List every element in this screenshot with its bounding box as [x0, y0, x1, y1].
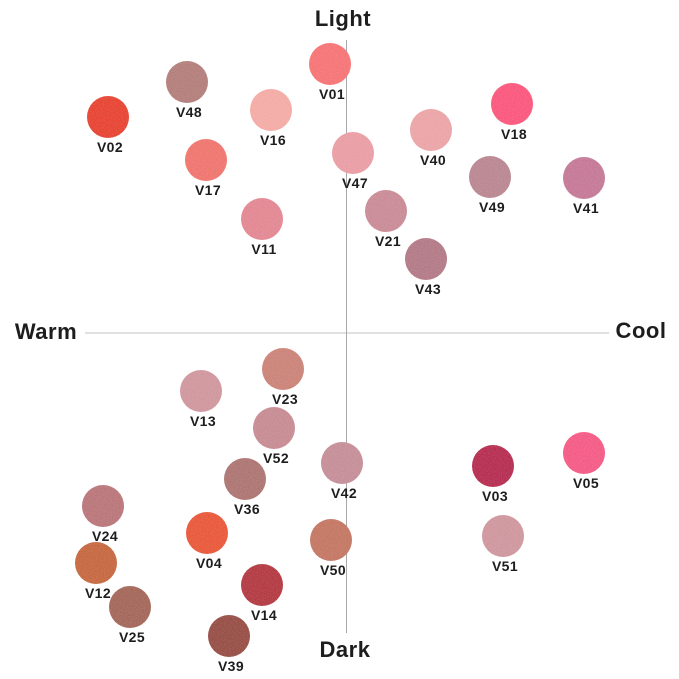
swatch-label-v05: V05 — [572, 475, 600, 491]
swatch-label-v47: V47 — [341, 175, 369, 191]
swatch-label-v03: V03 — [481, 488, 509, 504]
axis-label-light: Light — [314, 6, 372, 31]
swatch-v23 — [262, 348, 304, 390]
axis-label-warm: Warm — [14, 319, 78, 344]
swatch-label-v25: V25 — [118, 629, 146, 645]
swatch-v05 — [563, 432, 605, 474]
swatch-v14 — [241, 564, 283, 606]
swatch-v18 — [491, 83, 533, 125]
swatch-v17 — [185, 139, 227, 181]
swatch-label-v11: V11 — [251, 241, 277, 257]
swatch-label-v21: V21 — [374, 233, 402, 249]
swatch-label-v02: V02 — [96, 139, 124, 155]
swatch-v41 — [563, 157, 605, 199]
swatch-label-v48: V48 — [175, 104, 203, 120]
swatch-v51 — [482, 515, 524, 557]
swatch-v25 — [109, 586, 151, 628]
swatch-v11 — [241, 198, 283, 240]
swatch-label-v39: V39 — [217, 658, 245, 674]
axis-label-cool: Cool — [615, 318, 667, 343]
swatch-label-v43: V43 — [414, 281, 442, 297]
swatch-v21 — [365, 190, 407, 232]
swatch-v49 — [469, 156, 511, 198]
swatch-label-v23: V23 — [271, 391, 299, 407]
swatch-label-v17: V17 — [194, 182, 222, 198]
swatch-v36 — [224, 458, 266, 500]
swatch-label-v14: V14 — [250, 607, 278, 623]
swatch-label-v40: V40 — [419, 152, 447, 168]
swatch-v12 — [75, 542, 117, 584]
swatch-label-v52: V52 — [262, 450, 290, 466]
axis-label-dark: Dark — [319, 637, 371, 662]
swatch-label-v49: V49 — [478, 199, 506, 215]
swatch-label-v51: V51 — [491, 558, 519, 574]
swatch-v43 — [405, 238, 447, 280]
warm-cool-axis-line — [85, 332, 609, 334]
swatch-label-v18: V18 — [500, 126, 528, 142]
swatch-v03 — [472, 445, 514, 487]
swatch-label-v04: V04 — [195, 555, 223, 571]
swatch-label-v42: V42 — [330, 485, 358, 501]
swatch-label-v12: V12 — [84, 585, 112, 601]
swatch-v13 — [180, 370, 222, 412]
swatch-label-v50: V50 — [319, 562, 347, 578]
swatch-v02 — [87, 96, 129, 138]
swatch-v52 — [253, 407, 295, 449]
swatch-label-v24: V24 — [91, 528, 119, 544]
swatch-v16 — [250, 89, 292, 131]
swatch-v40 — [410, 109, 452, 151]
swatch-label-v01: V01 — [318, 86, 346, 102]
swatch-v39 — [208, 615, 250, 657]
swatch-label-v36: V36 — [233, 501, 261, 517]
swatch-v42 — [321, 442, 363, 484]
swatch-v04 — [186, 512, 228, 554]
swatch-v50 — [310, 519, 352, 561]
swatch-v47 — [332, 132, 374, 174]
swatch-v01 — [309, 43, 351, 85]
swatch-label-v13: V13 — [189, 413, 217, 429]
swatch-label-v41: V41 — [572, 200, 600, 216]
swatch-v48 — [166, 61, 208, 103]
swatch-label-v16: V16 — [259, 132, 287, 148]
swatch-v24 — [82, 485, 124, 527]
light-dark-axis-line — [346, 40, 347, 633]
